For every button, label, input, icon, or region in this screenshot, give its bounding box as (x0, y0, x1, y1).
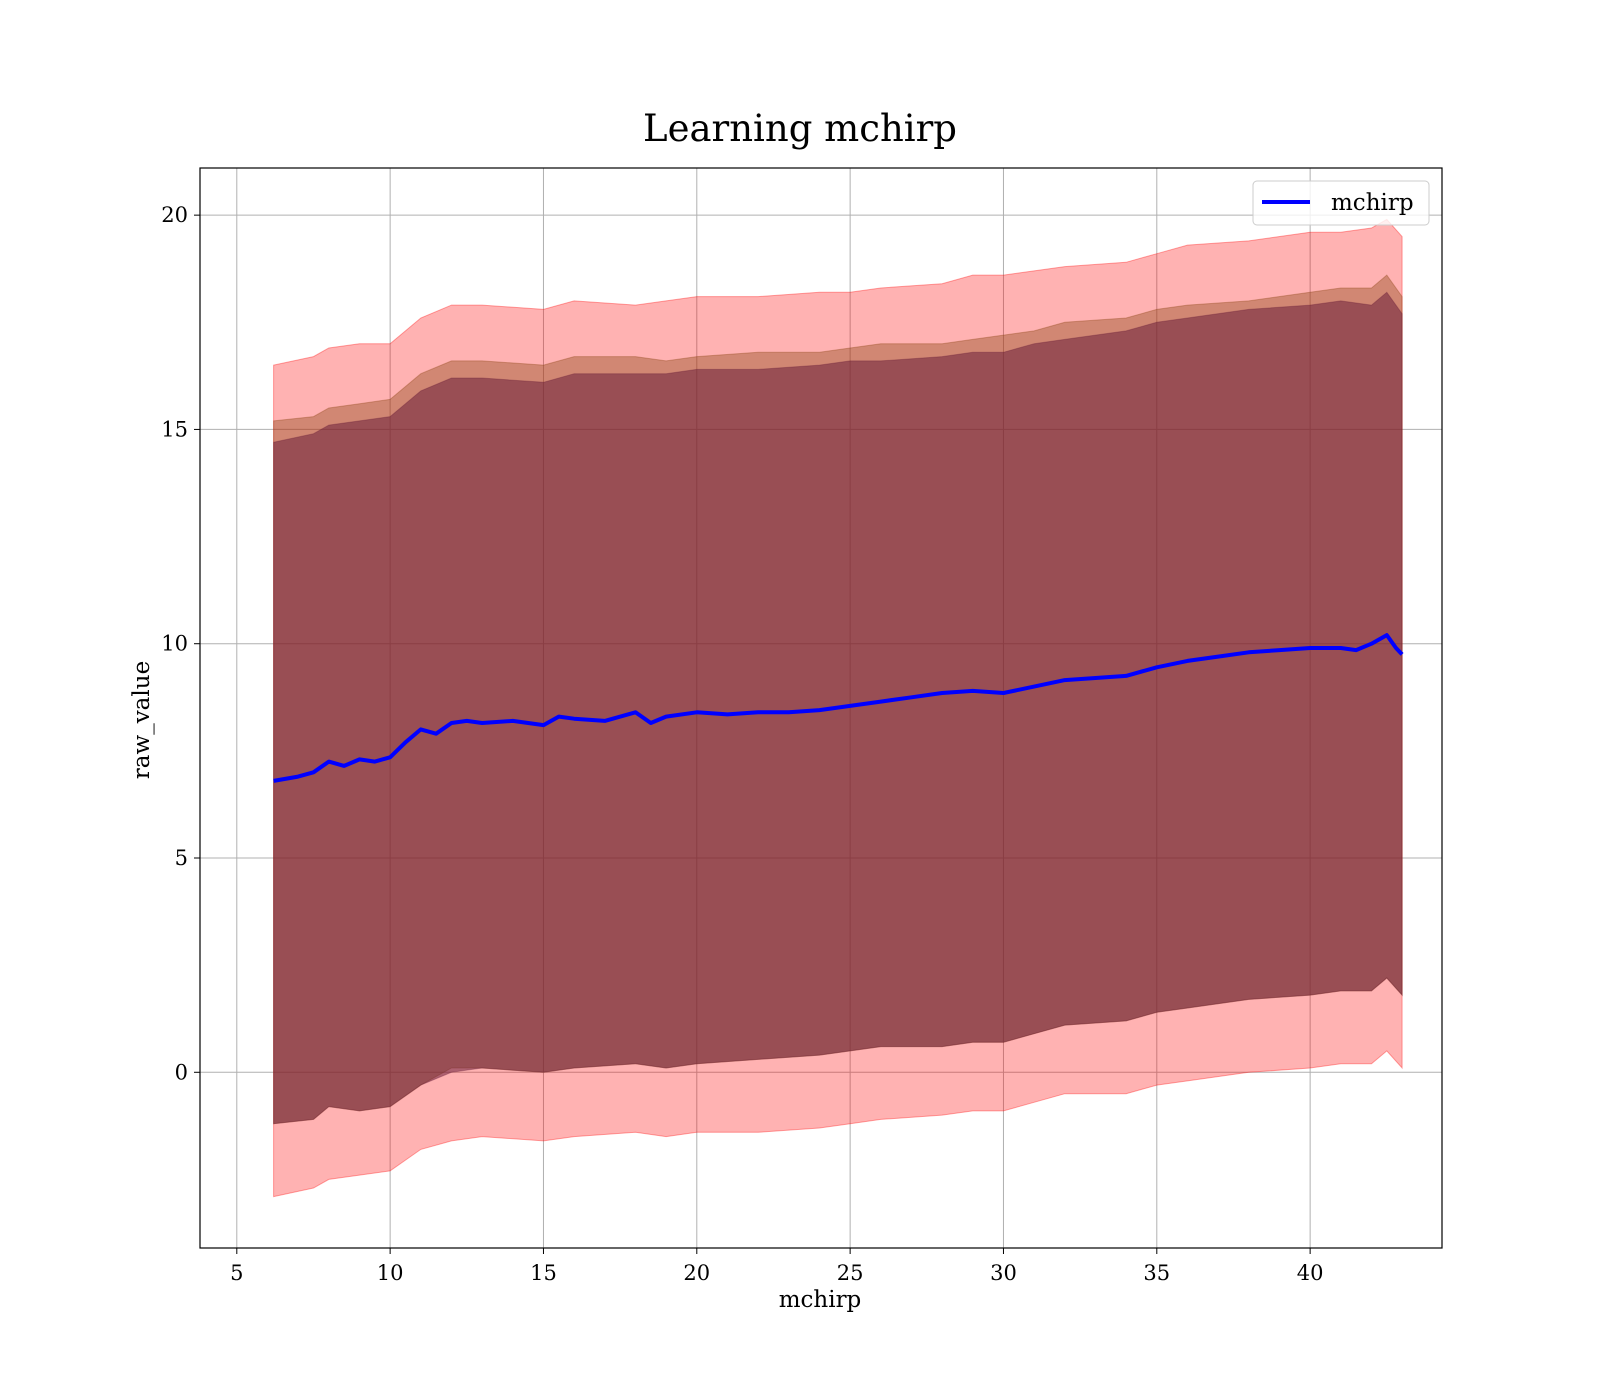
x-axis-label: mchirp (779, 1287, 862, 1313)
legend-entry: mchirp (1331, 190, 1414, 216)
y-axis: 0 5 10 15 20 (161, 203, 200, 1084)
plot-frame (199, 167, 1443, 1249)
y-axis-label: raw_value (129, 661, 155, 779)
y-tick-label: 10 (161, 632, 188, 656)
y-tick-label: 5 (175, 846, 188, 870)
y-tick-label: 15 (161, 417, 188, 441)
x-tick-label: 40 (1297, 1261, 1324, 1285)
x-tick-label: 15 (530, 1261, 557, 1285)
legend-box (1252, 180, 1430, 226)
x-tick-label: 20 (683, 1261, 710, 1285)
chart-title: Learning mchirp (643, 107, 957, 150)
x-tick-label: 10 (377, 1261, 404, 1285)
legend: mchirp (1252, 180, 1430, 226)
y-tick-label: 20 (161, 203, 188, 227)
x-tick-label: 35 (1143, 1261, 1170, 1285)
series-lines (273, 633, 1404, 783)
x-tick-label: 30 (990, 1261, 1017, 1285)
x-tick-label: 5 (230, 1261, 243, 1285)
y-tick-label: 0 (175, 1060, 188, 1084)
x-tick-label: 25 (837, 1261, 864, 1285)
x-axis: 5 10 15 20 25 30 35 40 (230, 1248, 1324, 1285)
series-line-0 (273, 633, 1404, 783)
